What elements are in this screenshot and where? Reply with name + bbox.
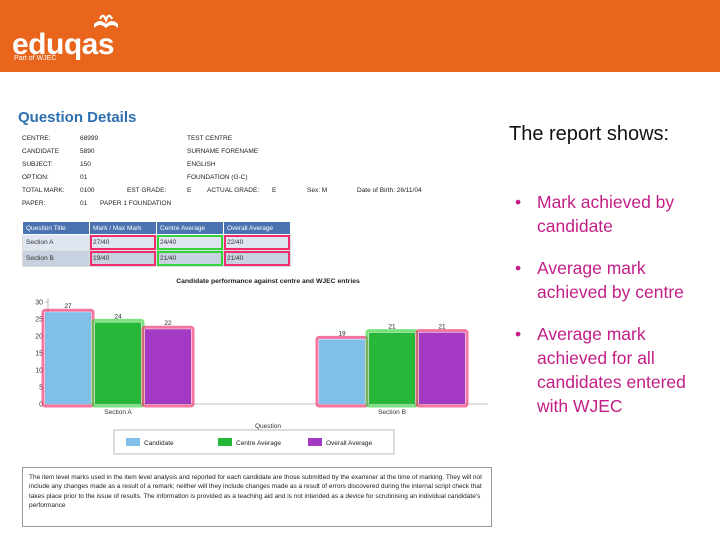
bullet-dot: • [515, 192, 522, 212]
table-row: Section A 27/40 24/40 22/40 [22, 234, 291, 251]
detail-field: 150 [80, 161, 91, 168]
detail-field: SURNAME FORENAME [187, 148, 259, 155]
detail-field: E [187, 187, 192, 194]
logo-wordmark: eduqas [12, 28, 115, 61]
data-label: 24 [114, 313, 122, 320]
detail-row: OPTION: 01 FOUNDATION (G-C) [22, 174, 492, 184]
legend-label: Candidate [144, 440, 174, 447]
legend-label: Centre Average [236, 440, 281, 447]
x-axis-label: Question [255, 423, 281, 430]
bar [145, 329, 191, 404]
detail-field: TEST CENTRE [187, 135, 233, 142]
book-icon [94, 14, 118, 28]
bullet-item: • Mark achieved by candidate [515, 190, 715, 238]
detail-field: TOTAL MARK: [22, 187, 65, 194]
x-tick-label: Section A [104, 409, 132, 416]
data-label: 19 [338, 330, 346, 337]
bullet-text: Average mark achieved for all candidates… [537, 324, 686, 416]
table-cell: 21/40 [156, 250, 224, 267]
brand-header: eduqas Part of WJEC [0, 0, 720, 72]
detail-field: FOUNDATION (G-C) [187, 174, 248, 181]
table-cell: Section A [22, 234, 90, 251]
y-tick-label: 20 [35, 334, 43, 341]
performance-chart: Candidate performance against centre and… [35, 278, 488, 455]
candidate-report: Question Details CENTRE: 68999 TEST CENTRE… [18, 105, 498, 535]
detail-field: CENTRE: [22, 135, 51, 142]
data-label: 27 [64, 303, 72, 310]
side-heading: The report shows: [509, 123, 670, 145]
bar [45, 312, 91, 404]
detail-field: OPTION: [22, 174, 49, 181]
detail-field: 01 [80, 200, 88, 207]
table-row: Section B 19/40 21/40 21/40 [22, 250, 291, 267]
detail-field: EST GRADE: [127, 187, 167, 194]
bullet-text: Mark achieved by candidate [537, 192, 675, 236]
detail-field: 0100 [80, 187, 95, 194]
y-tick-label: 0 [39, 402, 43, 409]
legend-swatch [126, 438, 140, 446]
legend-label: Overall Average [326, 440, 373, 447]
bullet-dot: • [515, 258, 522, 278]
legend-box [113, 429, 395, 455]
detail-field: 01 [80, 174, 88, 181]
table-header: Question Title [22, 221, 90, 235]
detail-field: PAPER 1 FOUNDATION [100, 200, 172, 207]
chart-title: Candidate performance against centre and… [176, 278, 360, 285]
detail-field: ENGLISH [187, 161, 216, 168]
bullet-item: • Average mark achieved by centre [515, 256, 715, 304]
detail-field: CANDIDATE [22, 148, 60, 155]
detail-row: PAPER: 01 PAPER 1 FOUNDATION [22, 200, 492, 210]
bar [95, 322, 141, 404]
y-tick-label: 25 [35, 317, 43, 324]
table-cell: 21/40 [223, 250, 291, 267]
detail-row: CENTRE: 68999 TEST CENTRE [22, 135, 492, 145]
detail-field: Sex: M [307, 187, 328, 194]
logo-subtitle: Part of WJEC [14, 55, 57, 62]
data-label: 22 [164, 320, 172, 327]
detail-field: 68999 [80, 135, 99, 142]
bullet-text: Average mark achieved by centre [537, 258, 684, 302]
table-cell: 22/40 [223, 234, 291, 251]
y-tick-label: 15 [35, 351, 43, 358]
detail-row: CANDIDATE 5890 SURNAME FORENAME [22, 148, 492, 158]
bar [419, 332, 465, 404]
data-label: 21 [438, 324, 446, 331]
detail-field: Date of Birth: 26/11/04 [357, 187, 422, 194]
eduqas-logo: eduqas Part of WJEC [12, 8, 122, 66]
legend-swatch [308, 438, 322, 446]
y-tick-label: 30 [35, 300, 43, 307]
report-title: Question Details [18, 109, 137, 126]
detail-field: E [272, 187, 277, 194]
table-header: Overall Average [223, 221, 291, 235]
y-tick-label: 5 [39, 385, 43, 392]
marks-table: Question Title Mark / Max Mark Centre Av… [22, 221, 291, 267]
detail-field: 5890 [80, 148, 95, 155]
detail-field: PAPER: [22, 200, 46, 207]
bullet-list: • Mark achieved by candidate • Average mar… [515, 190, 715, 436]
detail-field: SUBJECT: [22, 161, 53, 168]
bar-highlight [141, 325, 195, 408]
bullet-dot: • [515, 324, 522, 344]
bar [319, 339, 365, 404]
y-tick-label: 10 [35, 368, 43, 375]
bar-highlight [415, 329, 469, 408]
table-header: Mark / Max Mark [89, 221, 157, 235]
table-cell: 24/40 [156, 234, 224, 251]
legend-swatch [218, 438, 232, 446]
bar [369, 332, 415, 404]
table-cell: Section B [22, 250, 90, 267]
detail-row: TOTAL MARK: 0100 EST GRADE: E ACTUAL GRADE: E… [22, 187, 492, 197]
report-note: The item level marks used in the item le… [22, 467, 492, 527]
table-cell: 19/40 [89, 250, 157, 267]
data-label: 21 [388, 324, 396, 331]
x-tick-label: Section B [378, 409, 406, 416]
bullet-item: • Average mark achieved for all candidate… [515, 322, 715, 418]
table-header: Centre Average [156, 221, 224, 235]
detail-row: SUBJECT: 150 ENGLISH [22, 161, 492, 171]
table-cell: 27/40 [89, 234, 157, 251]
detail-field: ACTUAL GRADE: [207, 187, 260, 194]
